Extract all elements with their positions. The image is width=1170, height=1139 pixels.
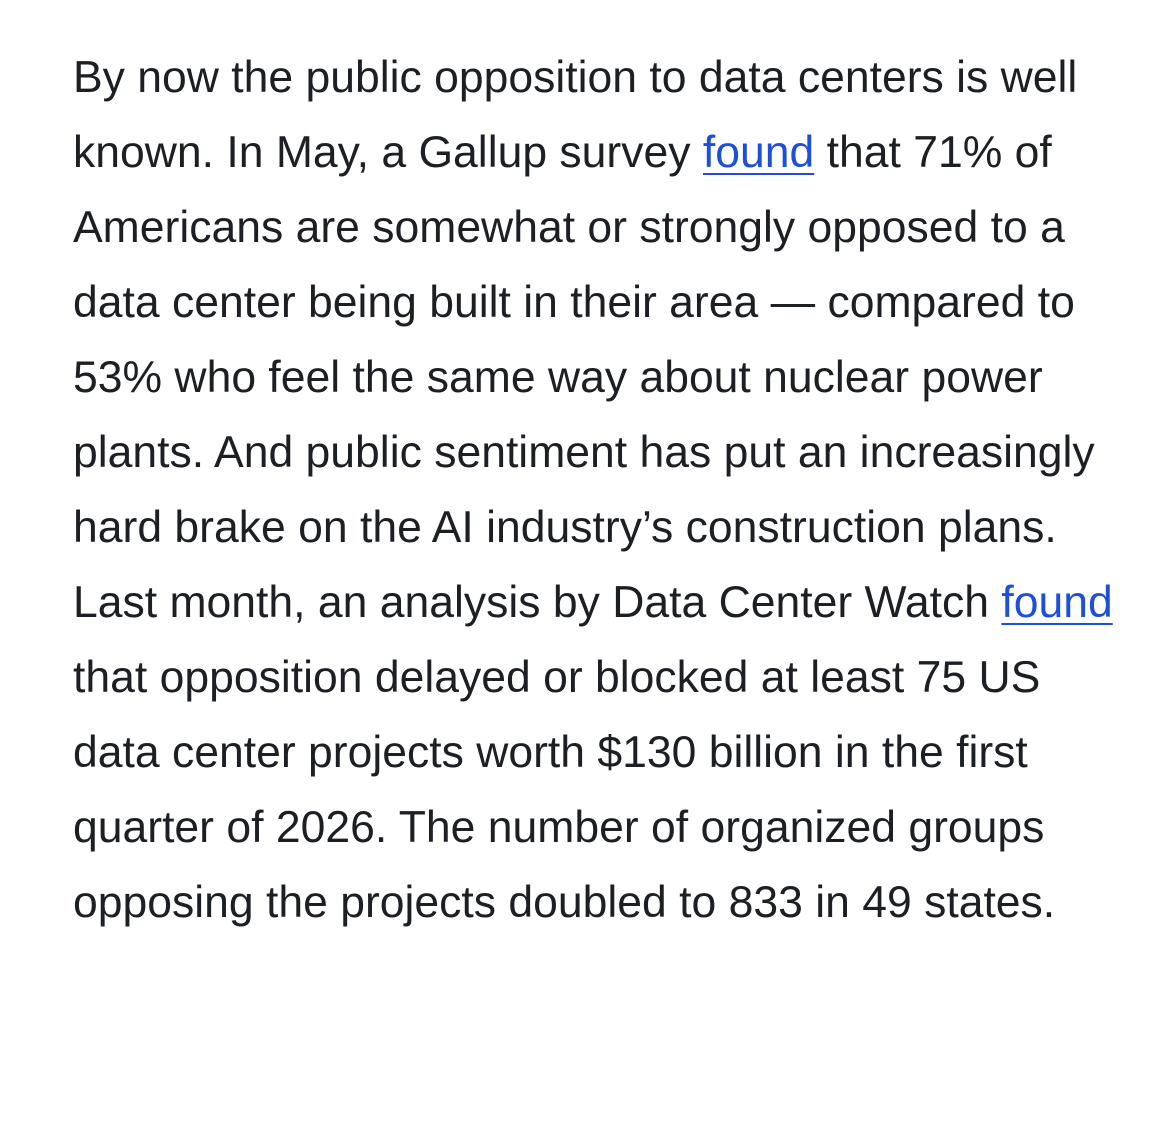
paragraph-text-3: that opposition delayed or blocked at le…	[73, 653, 1056, 927]
paragraph-text-1: By now the public opposition to data cen…	[73, 53, 1078, 177]
found-link-gallup[interactable]: found	[702, 128, 815, 177]
paragraph-text-2: that 71% of Americans are somewhat or st…	[73, 128, 1095, 627]
article-body: By now the public opposition to data cen…	[73, 40, 1113, 940]
article-paragraph: By now the public opposition to data cen…	[73, 40, 1113, 940]
found-link-data-center-watch[interactable]: found	[1001, 578, 1113, 627]
